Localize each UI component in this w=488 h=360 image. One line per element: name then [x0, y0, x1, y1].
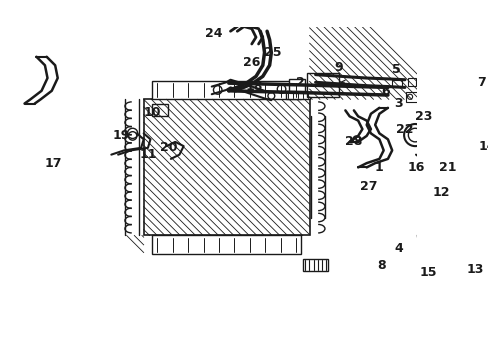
Text: 7: 7: [476, 76, 485, 89]
Text: 17: 17: [44, 157, 62, 170]
Text: 3: 3: [394, 97, 403, 110]
Bar: [306, 73, 339, 97]
Bar: [407, 78, 415, 86]
Bar: [405, 92, 419, 102]
Text: 26: 26: [243, 56, 260, 69]
Text: 22: 22: [395, 123, 413, 136]
Bar: [391, 80, 402, 87]
Text: 12: 12: [432, 186, 449, 199]
Text: 27: 27: [359, 180, 376, 193]
Bar: [152, 81, 301, 99]
Bar: [152, 104, 167, 116]
Text: 15: 15: [418, 266, 436, 279]
Bar: [426, 112, 449, 129]
Text: 1: 1: [374, 161, 383, 174]
Bar: [288, 79, 304, 91]
Bar: [285, 91, 309, 99]
Bar: [451, 138, 488, 214]
Text: 23: 23: [414, 110, 431, 123]
Text: 9: 9: [334, 61, 342, 74]
Text: 13: 13: [466, 263, 483, 276]
Bar: [143, 99, 309, 235]
Text: 2: 2: [295, 76, 304, 89]
Text: 10: 10: [143, 105, 161, 118]
Bar: [302, 259, 327, 271]
Text: 18: 18: [245, 80, 263, 93]
Text: 11: 11: [139, 148, 156, 161]
Text: 6: 6: [380, 85, 389, 98]
Text: 14: 14: [478, 140, 488, 153]
Text: 28: 28: [345, 135, 362, 148]
Text: 5: 5: [391, 63, 400, 76]
Text: 16: 16: [407, 161, 424, 174]
Bar: [464, 125, 488, 138]
Text: 19: 19: [113, 129, 130, 143]
Text: 24: 24: [204, 27, 222, 40]
Text: 25: 25: [264, 46, 281, 59]
Text: 20: 20: [160, 141, 178, 154]
Text: 21: 21: [438, 161, 455, 174]
Text: 4: 4: [394, 242, 403, 255]
Bar: [152, 235, 301, 254]
Text: 8: 8: [377, 259, 386, 272]
